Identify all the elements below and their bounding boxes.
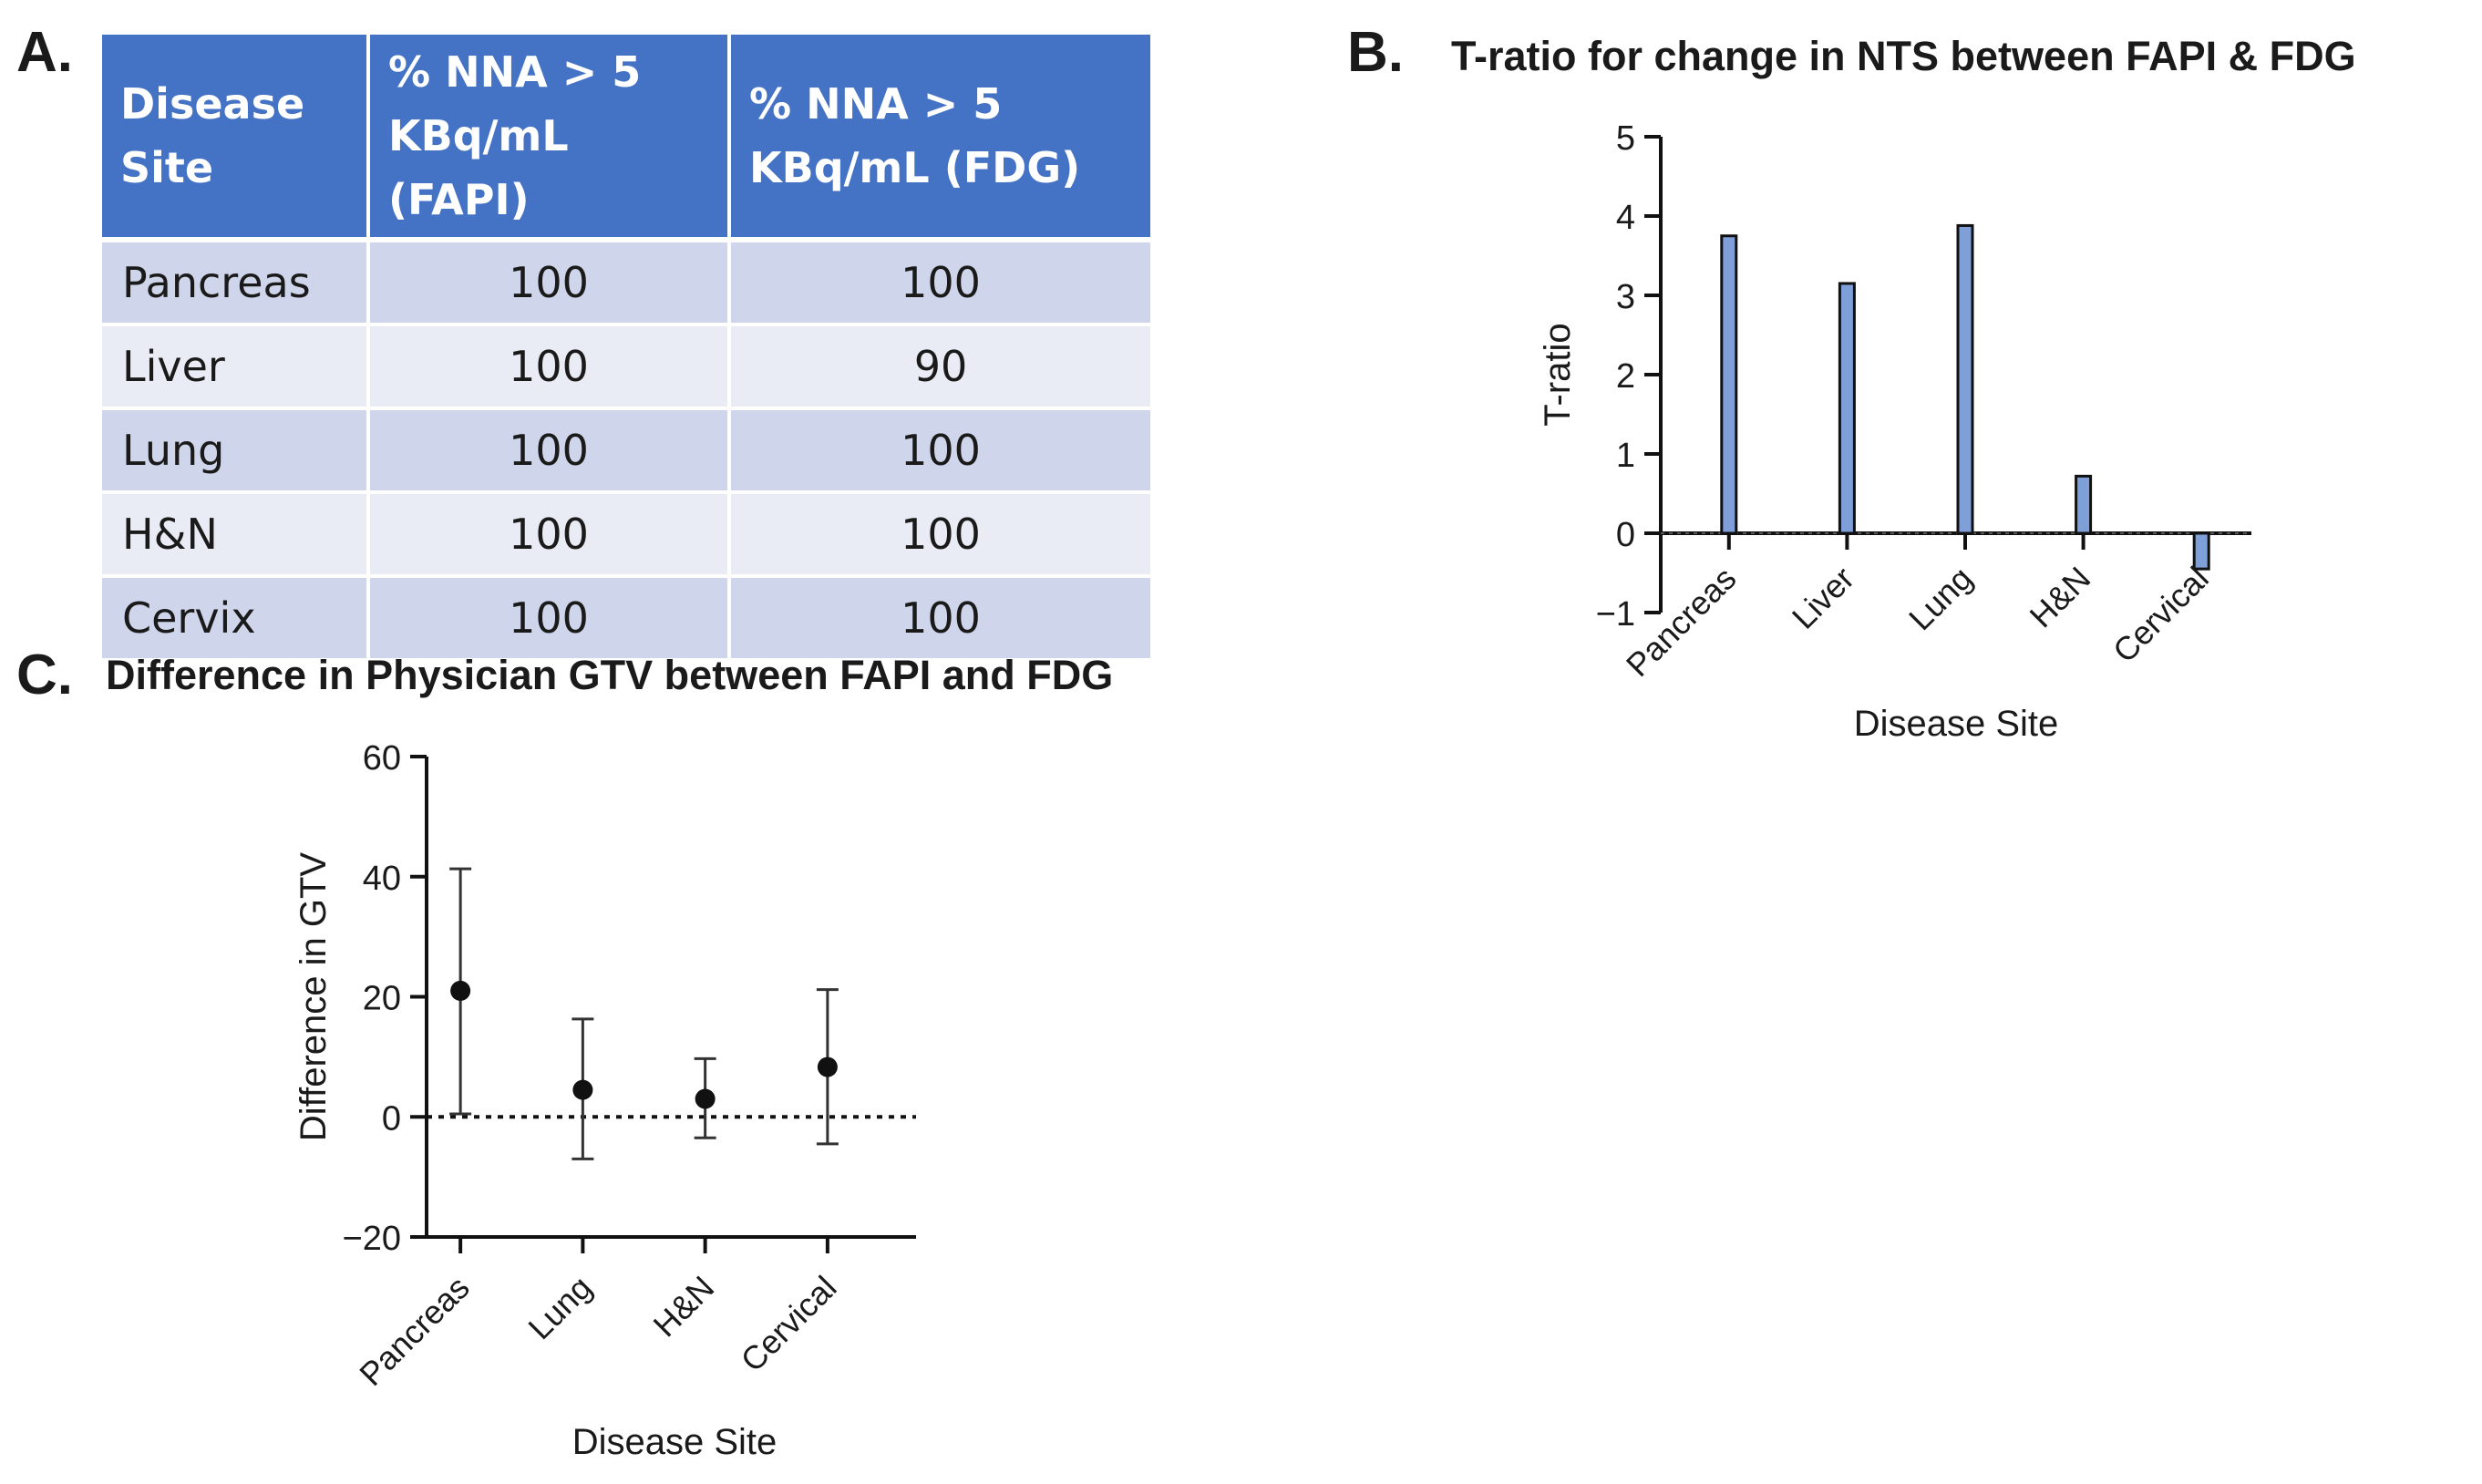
table-row: Pancreas 100 100 — [102, 240, 1150, 326]
panel-c-title: Difference in Physician GTV between FAPI… — [106, 652, 1114, 698]
x-tick-label: H&N — [2023, 560, 2098, 635]
x-tick-label: Liver — [1785, 560, 1861, 636]
header-line: KBq/mL (FAPI) — [388, 111, 569, 224]
cell-site: Lung — [102, 408, 370, 494]
header-line: % NNA > 5 — [388, 47, 642, 97]
cell-site: Cervix — [102, 576, 370, 662]
panel-b-letter: B. — [1347, 21, 1404, 84]
y-tick-label: 1 — [1616, 437, 1635, 475]
cell-fdg: 90 — [729, 325, 1150, 410]
x-tick-label: Cervical — [2106, 560, 2216, 670]
x-axis-title: Disease Site — [1854, 704, 2059, 744]
x-axis-title: Disease Site — [572, 1422, 778, 1462]
panel-c-letter: C. — [16, 644, 73, 706]
bar-liver — [1838, 282, 1856, 535]
table-row: Lung 100 100 — [102, 408, 1150, 494]
table-row: Liver 100 90 — [102, 325, 1150, 410]
y-tick-label: 0 — [1616, 516, 1635, 554]
cell-fapi: 100 — [368, 325, 731, 410]
bar-lung — [1956, 223, 1974, 535]
y-tick-label: 3 — [1616, 278, 1635, 316]
header-fdg: % NNA > 5 KBq/mL (FDG) — [729, 35, 1150, 242]
header-line: Disease — [120, 79, 305, 129]
mean-point-pancreas — [450, 980, 471, 1001]
y-tick-label: 40 — [363, 860, 401, 898]
y-tick-label: 20 — [363, 980, 401, 1018]
mean-point-cervical — [817, 1056, 838, 1077]
cell-fapi: 100 — [368, 576, 731, 662]
table-header-row: Disease Site % NNA > 5 KBq/mL (FAPI) % N… — [102, 35, 1150, 242]
gtv-difference-chart: −20 0 20 40 60 Pancreas Lung H&N Cervical Differe… — [294, 739, 916, 1462]
tratio-bar-chart: −1 0 1 2 3 4 5 Pancreas Liver Lung H&N Cervical T-ra… — [1538, 119, 2251, 744]
y-axis-title: T-ratio — [1538, 323, 1578, 426]
cell-fapi: 100 — [368, 240, 731, 326]
y-tick-label: 0 — [382, 1099, 401, 1138]
bar-pancreas — [1720, 234, 1738, 535]
cell-site: Liver — [102, 325, 370, 410]
cell-site: Pancreas — [102, 240, 370, 326]
header-line: Site — [120, 143, 214, 192]
table-row: Cervix 100 100 — [102, 576, 1150, 662]
x-tick-label: Lung — [1901, 560, 1980, 638]
cell-fapi: 100 — [368, 408, 731, 494]
y-tick-label: 5 — [1616, 119, 1635, 158]
bar-cervical — [2192, 531, 2210, 571]
x-tick-label: H&N — [646, 1269, 722, 1345]
cell-fdg: 100 — [729, 576, 1150, 662]
y-tick-label: −1 — [1596, 595, 1635, 634]
mean-point-hn — [695, 1088, 716, 1109]
panel-a-letter: A. — [16, 21, 73, 84]
header-line: KBq/mL (FDG) — [749, 143, 1081, 192]
cell-fapi: 100 — [368, 492, 731, 578]
x-tick-label: Pancreas — [352, 1269, 477, 1394]
bar-hn — [2075, 474, 2093, 535]
nna-table: Disease Site % NNA > 5 KBq/mL (FAPI) % N… — [102, 35, 1150, 662]
y-axis-title: Difference in GTV — [294, 852, 334, 1141]
table-row: H&N 100 100 — [102, 492, 1150, 578]
y-tick-label: −20 — [343, 1220, 401, 1258]
x-tick-label: Lung — [520, 1269, 599, 1347]
cell-fdg: 100 — [729, 492, 1150, 578]
cell-fdg: 100 — [729, 240, 1150, 326]
x-tick-label: Cervical — [734, 1269, 844, 1379]
header-disease-site: Disease Site — [102, 35, 370, 242]
panel-b-title: T-ratio for change in NTS between FAPI &… — [1451, 33, 2356, 79]
header-fapi: % NNA > 5 KBq/mL (FAPI) — [368, 35, 731, 242]
x-tick-label: Pancreas — [1619, 560, 1744, 685]
cell-site: H&N — [102, 492, 370, 578]
y-tick-label: 2 — [1616, 357, 1635, 396]
mean-point-lung — [572, 1079, 593, 1100]
y-tick-label: 60 — [363, 739, 401, 778]
header-line: % NNA > 5 — [749, 79, 1003, 129]
cell-fdg: 100 — [729, 408, 1150, 494]
y-tick-label: 4 — [1616, 199, 1635, 237]
